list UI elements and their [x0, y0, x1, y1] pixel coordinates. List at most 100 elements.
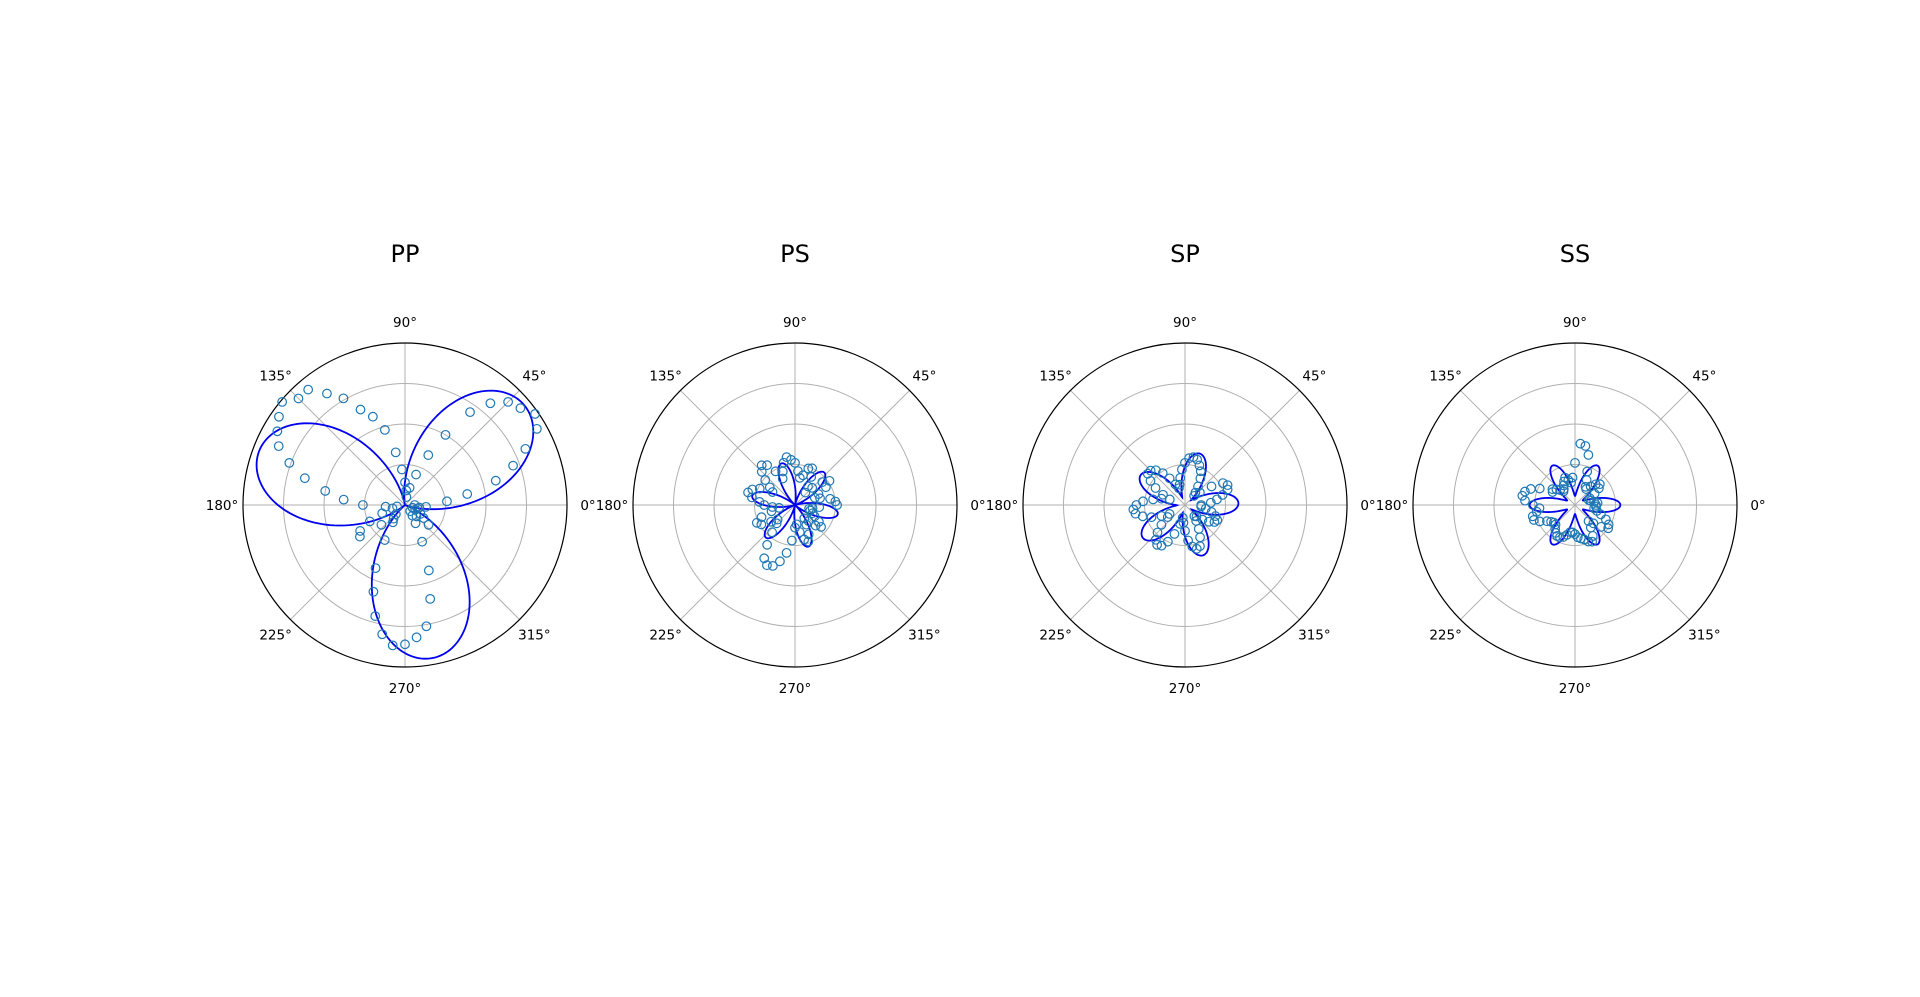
data-point	[338, 393, 349, 404]
data-point	[793, 466, 803, 477]
angle-tick-label: 135°	[1039, 369, 1072, 385]
panel-title: PS	[780, 240, 810, 268]
data-point	[392, 501, 402, 512]
data-point	[421, 501, 431, 512]
data-point	[762, 539, 773, 550]
data-point	[760, 475, 771, 485]
fit-curve	[255, 389, 535, 660]
data-point	[520, 443, 531, 454]
data-point	[377, 629, 388, 640]
angle-tick-label: 315°	[518, 627, 551, 643]
data-point	[1591, 501, 1601, 512]
data-point	[379, 424, 390, 435]
data-point	[754, 483, 765, 494]
data-point	[1193, 523, 1204, 534]
data-point	[400, 639, 410, 650]
data-point	[1175, 472, 1186, 483]
polar-frame	[242, 342, 568, 668]
data-point	[1162, 536, 1173, 547]
angle-tick-label: 0°	[970, 498, 985, 514]
polar-panel-sp: SP 0° 45° 90° 135° 180° 225° 270° 315°	[986, 240, 1376, 697]
data-point	[1196, 501, 1207, 512]
data-point	[462, 489, 473, 499]
data-point	[1190, 487, 1201, 498]
data-point	[777, 473, 788, 484]
data-point	[355, 526, 366, 536]
data-point	[376, 519, 387, 530]
data-point	[284, 457, 295, 468]
angular-gridline	[1184, 390, 1300, 506]
data-point	[1138, 496, 1148, 507]
data-point	[1589, 503, 1600, 514]
data-point	[770, 466, 781, 477]
data-point	[751, 517, 762, 528]
panel-title: SP	[1170, 240, 1200, 268]
data-point	[411, 469, 421, 480]
data-point	[425, 593, 436, 604]
data-point	[1188, 452, 1199, 463]
data-point	[1142, 468, 1153, 479]
data-point	[272, 426, 283, 437]
data-point	[756, 460, 767, 471]
data-point	[1150, 465, 1161, 476]
data-point	[1550, 523, 1561, 534]
data-point	[1152, 527, 1163, 538]
angular-gridline	[794, 390, 910, 506]
data-point	[830, 496, 841, 507]
data-point	[273, 441, 284, 452]
data-point	[1567, 527, 1578, 538]
data-point	[772, 514, 783, 525]
data-point	[370, 563, 381, 574]
data-point	[1191, 511, 1202, 522]
data-point	[767, 487, 778, 497]
data-point	[388, 517, 398, 528]
data-point	[1590, 479, 1601, 490]
fit-curve	[1528, 464, 1622, 546]
data-point	[816, 521, 826, 532]
data-point	[320, 486, 331, 496]
data-point	[1520, 495, 1530, 506]
data-point	[1195, 466, 1206, 477]
data-point	[786, 535, 797, 546]
data-point	[756, 519, 767, 530]
data-point	[1588, 518, 1599, 529]
angle-tick-label: 135°	[649, 369, 682, 385]
angle-tick-label: 135°	[259, 369, 292, 385]
polar-frame	[632, 342, 958, 668]
data-point	[1162, 512, 1173, 522]
data-point	[1156, 519, 1167, 530]
data-point	[379, 535, 390, 545]
data-point	[274, 411, 284, 422]
data-point	[781, 452, 792, 463]
data-point	[1174, 479, 1185, 490]
data-point	[1542, 516, 1552, 527]
angle-tick-label: 45°	[1692, 369, 1716, 385]
panel-title: SS	[1560, 240, 1590, 268]
data-point	[781, 547, 792, 558]
data-point	[355, 404, 366, 415]
data-point	[388, 513, 399, 524]
data-point	[747, 492, 757, 503]
data-point	[440, 429, 451, 440]
data-point	[442, 496, 452, 507]
angle-tick-label: 315°	[1298, 627, 1331, 643]
data-point	[1580, 441, 1591, 451]
data-point	[794, 472, 805, 483]
data-point	[1555, 485, 1566, 496]
data-point	[1222, 484, 1233, 495]
angle-tick-label: 90°	[783, 315, 807, 331]
angle-tick-label: 225°	[1039, 627, 1072, 643]
data-point	[1191, 516, 1202, 526]
data-point	[1206, 507, 1217, 518]
angle-tick-label: 225°	[259, 627, 292, 643]
data-point	[762, 460, 773, 471]
data-point	[293, 393, 304, 404]
data-point	[1180, 526, 1190, 536]
data-point	[1570, 457, 1580, 468]
data-point	[1169, 529, 1180, 539]
polar-frame	[1022, 342, 1348, 668]
data-point	[814, 502, 825, 513]
data-point	[1200, 503, 1211, 514]
data-point	[414, 502, 425, 513]
data-point	[396, 464, 407, 475]
